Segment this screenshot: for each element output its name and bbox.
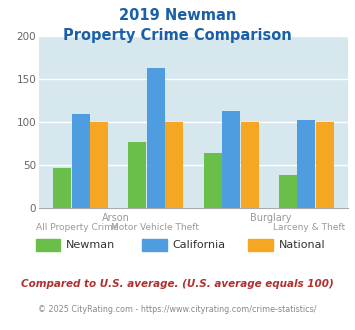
Bar bbox=[203, 153, 222, 208]
Text: Property Crime Comparison: Property Crime Comparison bbox=[63, 28, 292, 43]
Text: Motor Vehicle Theft: Motor Vehicle Theft bbox=[111, 223, 199, 232]
Bar bbox=[165, 122, 184, 208]
Bar bbox=[72, 114, 90, 208]
Bar bbox=[53, 168, 71, 208]
Bar bbox=[128, 142, 146, 208]
Bar bbox=[316, 122, 334, 208]
Bar bbox=[147, 68, 165, 208]
Text: Compared to U.S. average. (U.S. average equals 100): Compared to U.S. average. (U.S. average … bbox=[21, 279, 334, 289]
Text: Newman: Newman bbox=[66, 240, 115, 250]
Text: All Property Crime: All Property Crime bbox=[37, 223, 119, 232]
Text: Arson: Arson bbox=[102, 213, 130, 223]
Text: Larceny & Theft: Larceny & Theft bbox=[273, 223, 345, 232]
Text: © 2025 CityRating.com - https://www.cityrating.com/crime-statistics/: © 2025 CityRating.com - https://www.city… bbox=[38, 305, 317, 314]
Text: 2019 Newman: 2019 Newman bbox=[119, 8, 236, 23]
Bar bbox=[90, 122, 108, 208]
Text: National: National bbox=[279, 240, 325, 250]
Bar bbox=[297, 119, 315, 208]
Text: California: California bbox=[172, 240, 225, 250]
Bar bbox=[279, 175, 297, 208]
Bar bbox=[241, 122, 259, 208]
Text: Burglary: Burglary bbox=[250, 213, 291, 223]
Bar bbox=[222, 111, 240, 208]
